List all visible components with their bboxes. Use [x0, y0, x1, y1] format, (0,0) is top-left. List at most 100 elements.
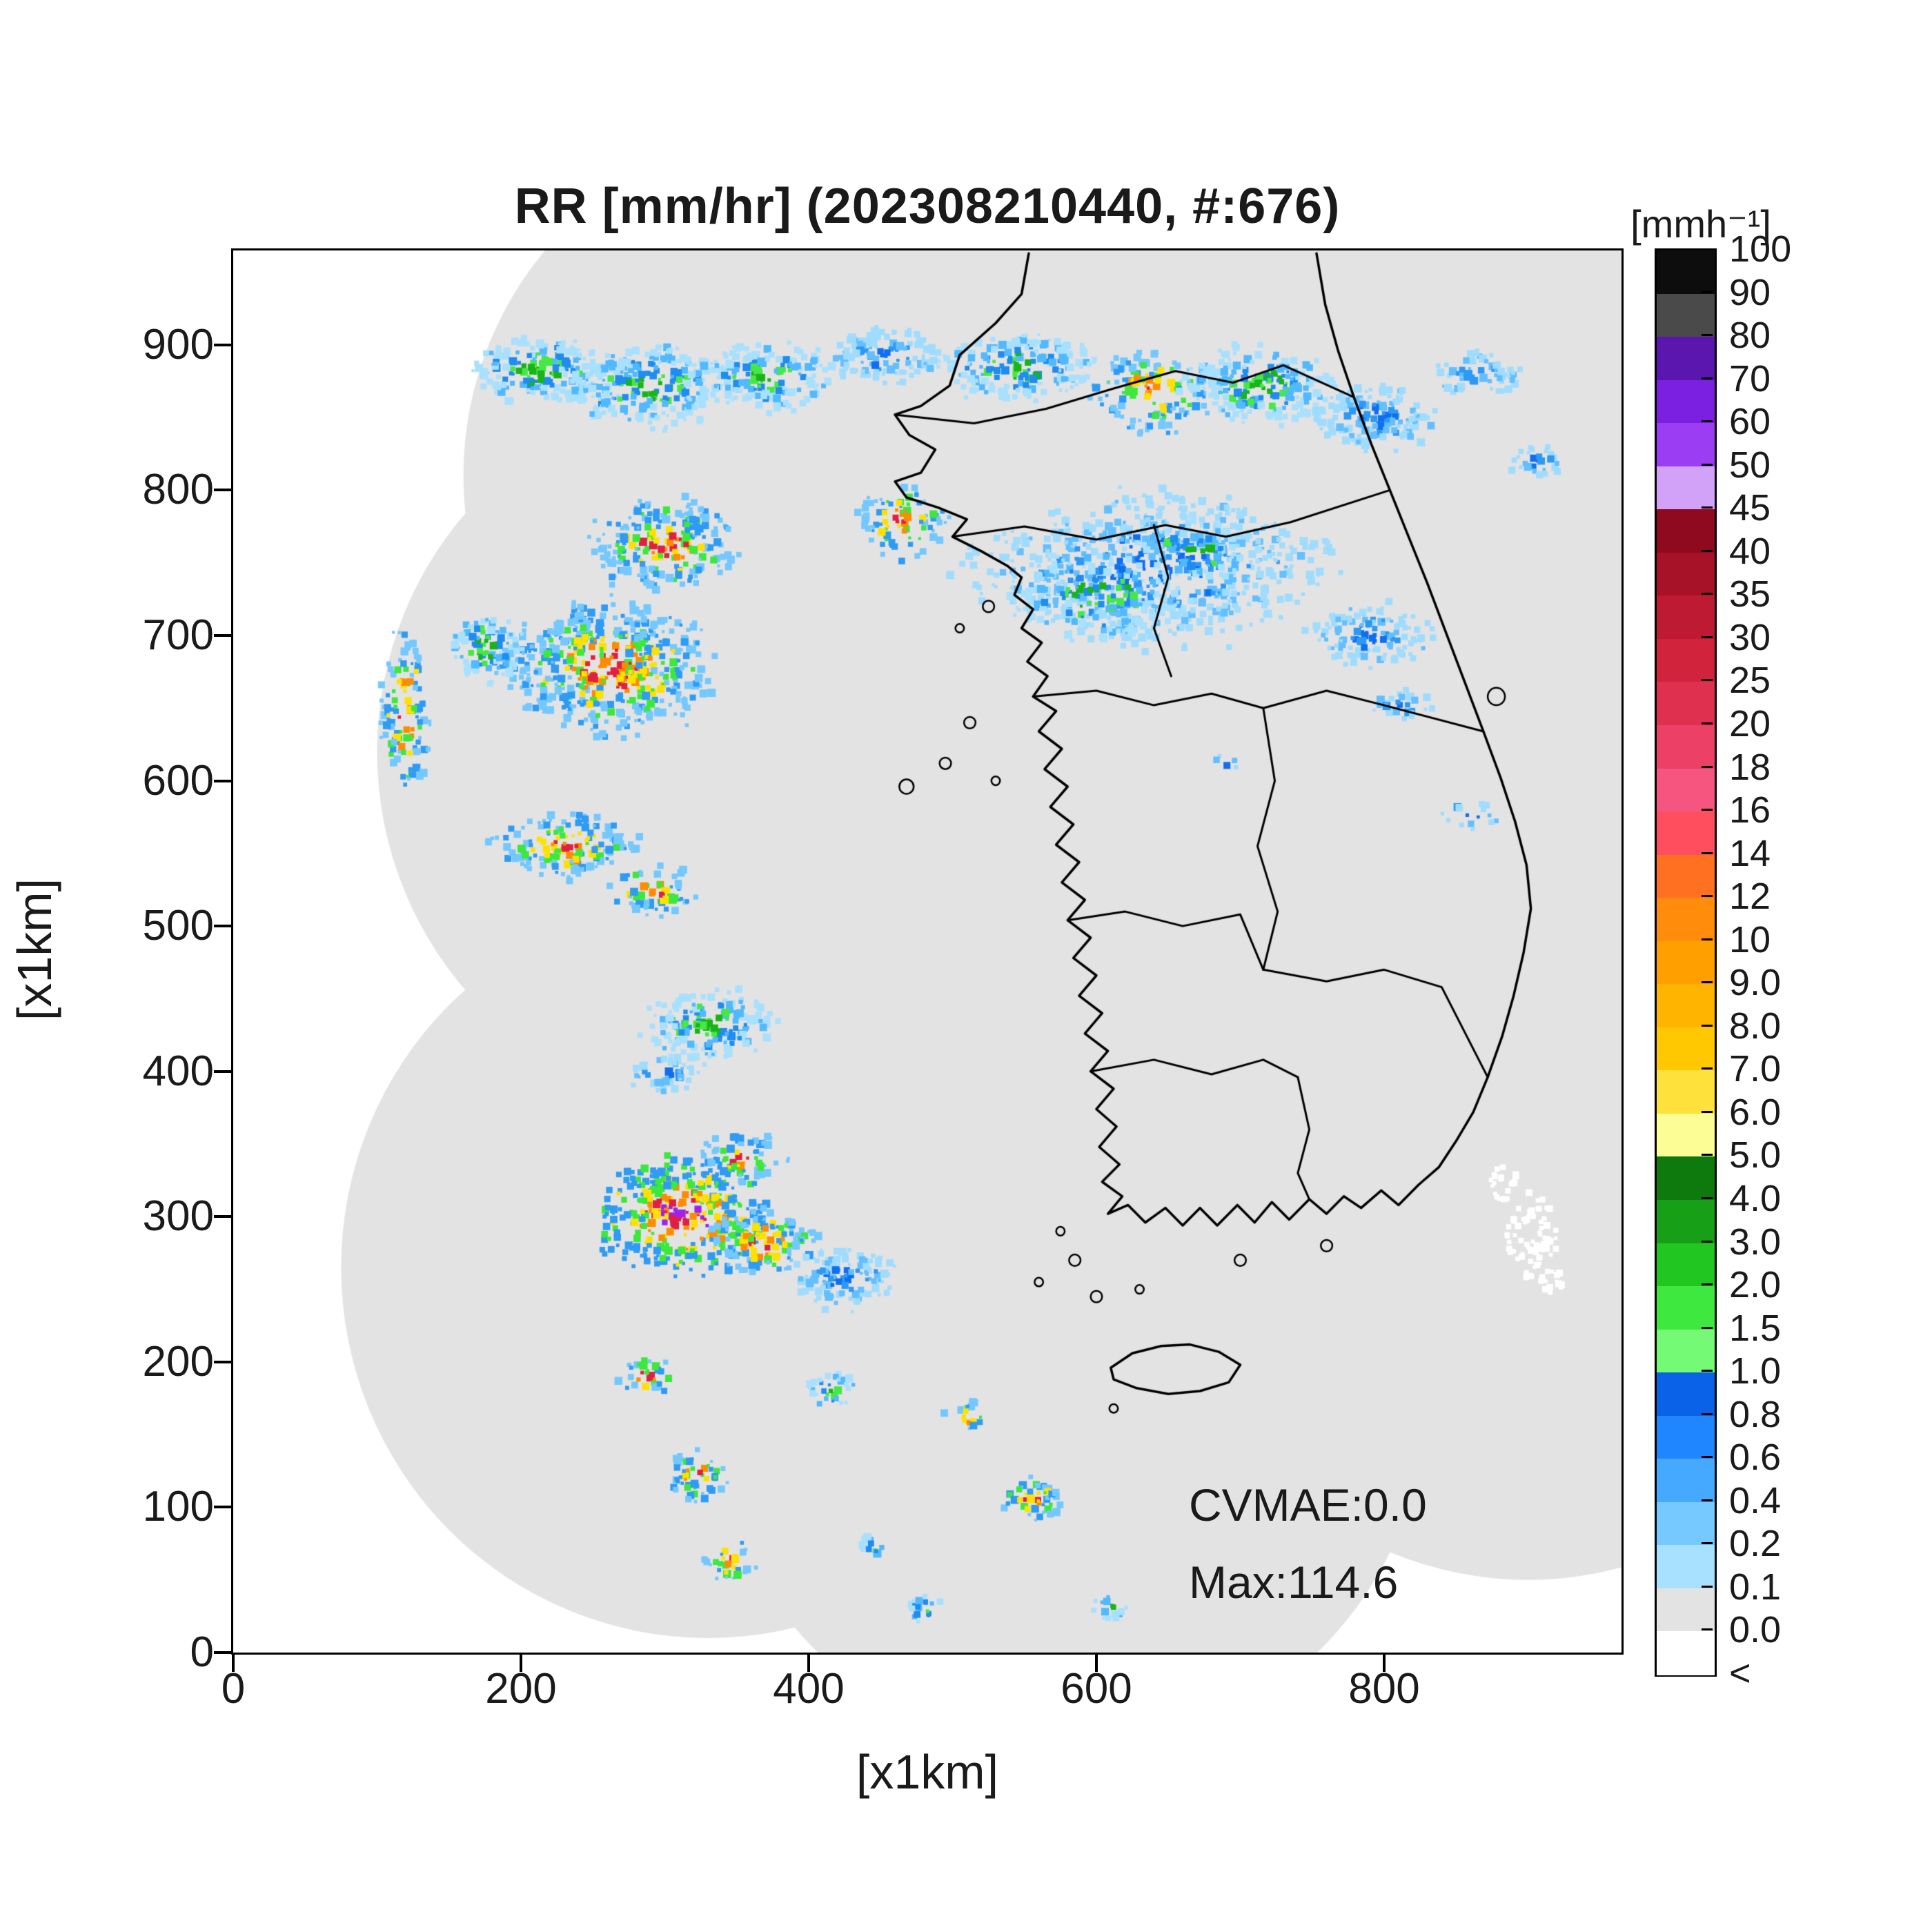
y-tick-mark [214, 343, 231, 346]
colorbar-tick-mark [1702, 1110, 1713, 1113]
colorbar-tick-mark [1702, 809, 1713, 811]
x-tick-label: 600 [1061, 1665, 1132, 1713]
colorbar-boundary-label: 8.0 [1729, 1005, 1782, 1047]
y-tick-mark [214, 925, 231, 928]
colorbar-segment [1657, 725, 1715, 769]
colorbar-segment [1657, 638, 1715, 683]
colorbar-boundary-label: 4.0 [1729, 1178, 1782, 1219]
colorbar-segment [1657, 552, 1715, 597]
colorbar-boundary-label: < [1729, 1653, 1751, 1694]
colorbar-boundary-label: 0.6 [1729, 1437, 1782, 1479]
colorbar-boundary-label: 60 [1729, 401, 1771, 443]
colorbar-tick-mark [1702, 420, 1713, 423]
colorbar-tick-mark [1702, 1240, 1713, 1243]
colorbar-segment [1657, 1070, 1715, 1114]
y-tick-label: 300 [142, 1192, 214, 1241]
colorbar-segment [1657, 1631, 1715, 1675]
colorbar-tick-mark [1702, 635, 1713, 638]
colorbar-segment [1657, 1459, 1715, 1503]
colorbar-boundary-label: 45 [1729, 487, 1771, 529]
colorbar-tick-mark [1702, 981, 1713, 984]
colorbar-segment [1657, 1588, 1715, 1633]
colorbar-tick-mark [1702, 895, 1713, 898]
colorbar-boundary-label: 2.0 [1729, 1264, 1782, 1306]
colorbar-segment [1657, 423, 1715, 467]
colorbar-segment [1657, 1243, 1715, 1287]
plot-area: CVMAE:0.0 Max:114.6 [231, 248, 1624, 1655]
colorbar-boundary-label: 3.0 [1729, 1221, 1782, 1263]
colorbar-boundary-label: 0.2 [1729, 1523, 1782, 1565]
x-tick-mark [807, 1655, 810, 1672]
colorbar-tick-mark [1702, 334, 1713, 337]
y-tick-label: 800 [142, 466, 214, 514]
colorbar-boundary-label: 1.5 [1729, 1307, 1782, 1349]
colorbar-boundary-label: 35 [1729, 573, 1771, 615]
colorbar-tick-mark [1702, 290, 1713, 293]
colorbar-tick-mark [1702, 1067, 1713, 1070]
x-tick-label: 400 [773, 1665, 845, 1713]
colorbar-tick-mark [1702, 1628, 1713, 1631]
colorbar-boundary-label: 90 [1729, 271, 1771, 313]
colorbar-tick-mark [1702, 765, 1713, 768]
y-axis-label: [x1km] [8, 878, 61, 1021]
colorbar-boundary-label: 1.0 [1729, 1350, 1782, 1392]
y-tick-label: 100 [142, 1483, 214, 1531]
colorbar-tick-mark [1702, 1412, 1713, 1415]
colorbar-tick-mark [1702, 1542, 1713, 1545]
colorbar-boundary-label: 18 [1729, 746, 1771, 788]
colorbar-tick-mark [1702, 1283, 1713, 1286]
y-tick-mark [214, 1651, 231, 1654]
colorbar-boundary-label: 0.0 [1729, 1609, 1782, 1651]
colorbar-boundary-label: 16 [1729, 789, 1771, 831]
colorbar-boundary-label: 0.1 [1729, 1566, 1782, 1608]
colorbar-segment [1657, 250, 1715, 295]
colorbar-segment [1657, 682, 1715, 726]
colorbar-tick-mark [1702, 549, 1713, 552]
colorbar-boundary-label: 5.0 [1729, 1134, 1782, 1176]
y-tick-label: 0 [190, 1628, 214, 1676]
colorbar-tick-mark [1702, 1024, 1713, 1027]
colorbar-boundary-label: 20 [1729, 703, 1771, 745]
colorbar-tick-mark [1702, 722, 1713, 724]
annotation-max: Max:114.6 [1189, 1557, 1399, 1608]
y-tick-mark [214, 1070, 231, 1073]
colorbar-segment [1657, 595, 1715, 640]
colorbar-boundary-label: 25 [1729, 660, 1771, 702]
colorbar-segment [1657, 1372, 1715, 1417]
colorbar-segment [1657, 1545, 1715, 1589]
y-tick-label: 200 [142, 1337, 214, 1386]
colorbar-segment [1657, 1027, 1715, 1072]
x-tick-mark [232, 1655, 235, 1672]
colorbar-boundary-label: 14 [1729, 832, 1771, 874]
colorbar-tick-mark [1702, 938, 1713, 940]
x-tick-label: 200 [485, 1665, 557, 1713]
y-tick-label: 500 [142, 902, 214, 950]
y-tick-label: 700 [142, 611, 214, 659]
x-tick-mark [519, 1655, 522, 1672]
colorbar-segment [1657, 768, 1715, 812]
colorbar-boundary-label: 6.0 [1729, 1091, 1782, 1133]
colorbar-segment [1657, 1113, 1715, 1158]
colorbar-segment [1657, 1415, 1715, 1460]
colorbar-segment [1657, 1200, 1715, 1244]
colorbar-segment [1657, 509, 1715, 553]
colorbar-tick-mark [1702, 679, 1713, 682]
colorbar-tick-mark [1702, 1585, 1713, 1588]
colorbar-segment [1657, 1286, 1715, 1330]
y-tick-label: 600 [142, 756, 214, 805]
x-tick-label: 800 [1348, 1665, 1420, 1713]
colorbar-segment [1657, 1156, 1715, 1201]
annotation-cvmae: CVMAE:0.0 [1189, 1479, 1427, 1530]
colorbar-boundary-label: 30 [1729, 616, 1771, 658]
colorbar-boundary-label: 12 [1729, 876, 1771, 918]
colorbar-boundary-label: 9.0 [1729, 962, 1782, 1004]
colorbar-boundary-label: 80 [1729, 315, 1771, 357]
colorbar-tick-mark [1702, 1326, 1713, 1329]
colorbar-segment [1657, 1329, 1715, 1373]
colorbar-tick-mark [1702, 1499, 1713, 1501]
colorbar-boundary-label: 40 [1729, 530, 1771, 572]
colorbar-boundary-label: 0.4 [1729, 1479, 1782, 1521]
colorbar-tick-mark [1702, 1197, 1713, 1199]
colorbar-tick-mark [1702, 1370, 1713, 1372]
